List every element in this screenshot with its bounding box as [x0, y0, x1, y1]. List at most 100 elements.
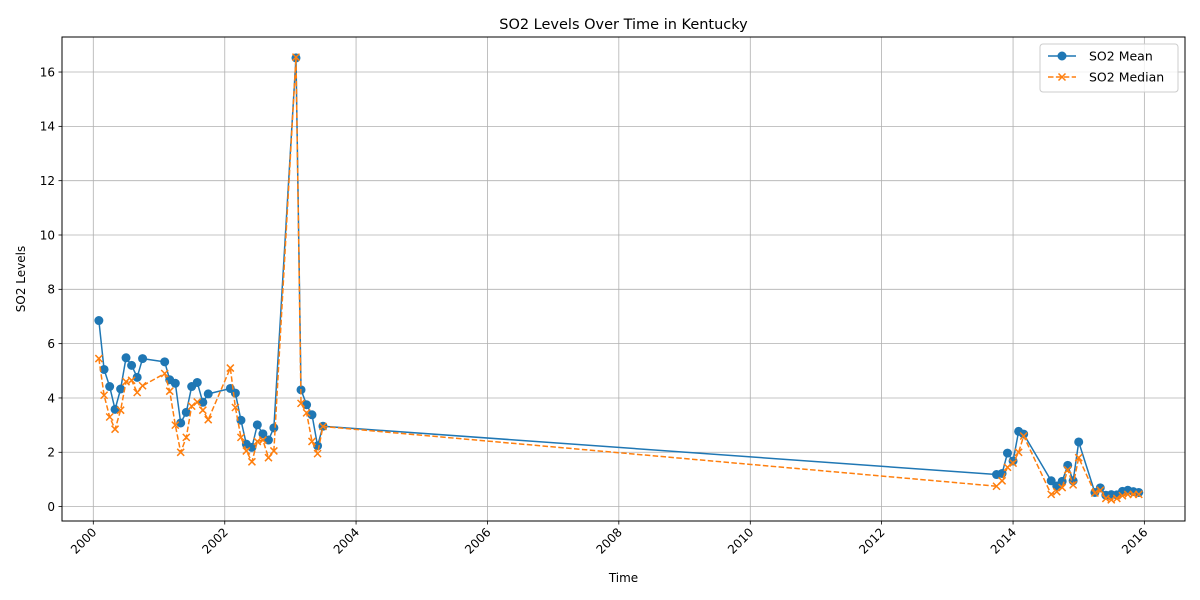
series-line — [98, 56, 1139, 501]
legend-marker-mean — [1057, 51, 1067, 61]
legend-marker-shape — [1057, 51, 1067, 61]
y-axis: 0 2 4 6 8 10 12 14 16 — [40, 65, 62, 514]
data-point — [193, 398, 202, 407]
data-point — [1074, 453, 1083, 462]
data-point — [1058, 483, 1067, 492]
data-point — [252, 420, 262, 430]
data-point — [171, 421, 180, 430]
legend-entry-median: SO2 Median — [1048, 70, 1164, 85]
x-tick-label: 2000 — [68, 525, 99, 556]
y-tick-label: 6 — [47, 337, 55, 351]
data-point — [99, 364, 109, 374]
data-point — [1074, 437, 1084, 447]
data-point — [132, 372, 142, 382]
data-point — [116, 406, 125, 415]
data-point — [1019, 429, 1029, 439]
data-point — [269, 423, 279, 433]
grid — [62, 37, 1185, 521]
x-axis-title: Time — [608, 571, 638, 585]
data-point — [198, 406, 207, 415]
x-tick-label: 2014 — [988, 525, 1019, 556]
data-point — [1096, 486, 1105, 495]
y-axis-title: SO2 Levels — [14, 246, 28, 312]
data-point — [1009, 459, 1018, 468]
data-point — [127, 376, 136, 385]
data-point — [121, 353, 131, 363]
data-point — [263, 435, 273, 445]
data-point — [176, 448, 185, 457]
y-tick-label: 12 — [40, 174, 55, 188]
data-point — [291, 53, 301, 62]
x-axis: 2000 2002 2004 2006 2008 2010 2012 2014 2016 — [68, 521, 1150, 557]
data-point — [1069, 480, 1078, 489]
y-tick-label: 4 — [47, 391, 55, 405]
data-point — [236, 433, 245, 442]
y-tick-label: 14 — [40, 120, 55, 134]
data-point — [313, 449, 322, 458]
y-tick-label: 10 — [40, 228, 55, 242]
x-tick-label: 2008 — [593, 525, 624, 556]
chart-title: SO2 Levels Over Time in Kentucky — [499, 17, 748, 33]
x-tick-label: 2016 — [1119, 525, 1150, 556]
data-point — [160, 369, 169, 378]
x-tick-label: 2006 — [462, 525, 493, 556]
data-point — [94, 316, 104, 326]
data-point — [230, 388, 240, 398]
data-point — [1003, 463, 1012, 472]
x-tick-label: 2002 — [199, 525, 230, 556]
legend-marker-shape — [1057, 72, 1067, 82]
x-tick-label: 2010 — [725, 525, 756, 556]
data-point — [1008, 456, 1018, 466]
data-point — [100, 391, 109, 400]
data-point — [1090, 488, 1099, 498]
data-point — [1046, 476, 1056, 486]
data-point — [296, 399, 306, 408]
data-point — [160, 357, 170, 367]
data-point — [258, 436, 267, 445]
data-point — [192, 377, 202, 387]
data-point — [187, 402, 196, 411]
plot-frame — [61, 36, 1186, 522]
data-point — [105, 382, 115, 392]
y-tick-label: 8 — [47, 283, 55, 297]
legend-label-mean: SO2 Mean — [1089, 49, 1153, 64]
data-point — [1047, 490, 1056, 499]
data-point — [318, 422, 327, 431]
data-point — [204, 415, 213, 424]
data-point — [1112, 494, 1121, 503]
data-point — [307, 437, 317, 446]
data-point — [998, 476, 1007, 485]
x-tick-label: 2004 — [331, 525, 362, 556]
data-point — [182, 433, 191, 442]
data-point — [236, 415, 246, 425]
data-point — [258, 429, 268, 439]
y-tick-label: 2 — [47, 446, 55, 460]
data-point — [127, 360, 137, 370]
data-point — [226, 364, 235, 373]
data-point — [165, 387, 174, 396]
data-point — [198, 397, 208, 407]
y-tick-label: 0 — [47, 500, 55, 514]
series-area — [94, 53, 1144, 504]
legend-marker-median — [1057, 72, 1067, 82]
data-point — [170, 378, 180, 388]
legend: SO2 Mean SO2 Median — [1039, 43, 1179, 93]
data-point — [1052, 487, 1061, 496]
data-point — [302, 408, 311, 417]
data-point — [105, 412, 114, 422]
data-point — [247, 457, 256, 466]
data-point — [203, 389, 213, 399]
data-point — [94, 354, 103, 363]
series-median — [94, 53, 1143, 504]
data-point — [1002, 448, 1012, 458]
data-point — [111, 425, 120, 434]
data-point — [138, 354, 148, 364]
legend-entry-mean: SO2 Mean — [1048, 49, 1153, 64]
y-tick-label: 16 — [40, 65, 55, 79]
data-point — [242, 446, 251, 455]
data-point — [138, 381, 147, 390]
data-point — [231, 403, 240, 412]
data-point — [133, 388, 142, 397]
x-tick-label: 2012 — [856, 525, 887, 556]
